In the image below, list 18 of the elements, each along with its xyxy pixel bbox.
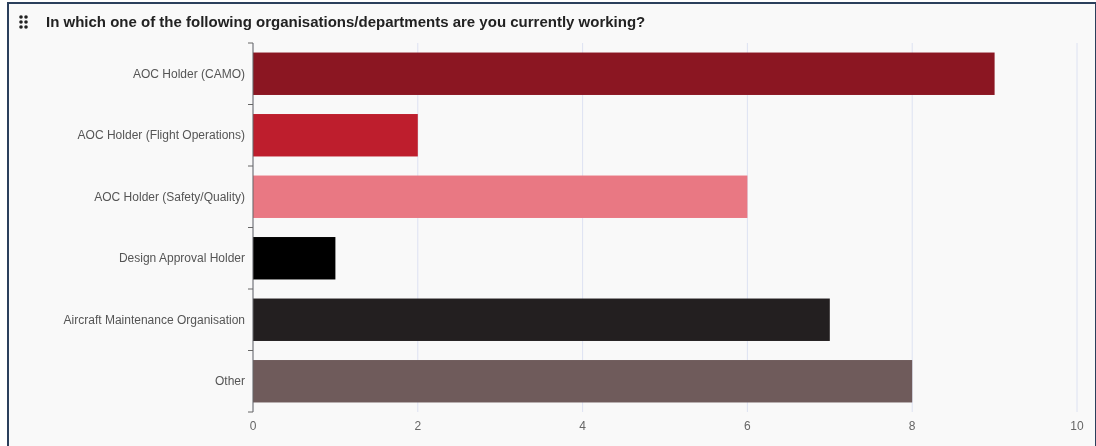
- chart-title: In which one of the following organisations/departments are you currently working?: [46, 13, 646, 30]
- bar: [253, 114, 418, 157]
- bar: [253, 52, 995, 95]
- x-tick-label: 0: [249, 419, 257, 433]
- y-tick-label: AOC Holder (CAMO): [132, 66, 245, 81]
- y-tick-label: Design Approval Holder: [118, 251, 245, 266]
- y-tick-label: Aircraft Maintenance Organisation: [63, 312, 245, 327]
- y-tick-label: AOC Holder (Flight Operations): [77, 128, 245, 143]
- y-tick-label: AOC Holder (Safety/Quality): [94, 189, 245, 204]
- x-tick-label: 10: [1070, 419, 1084, 433]
- bar: [253, 237, 336, 280]
- bar: [253, 175, 748, 218]
- x-tick-label: 8: [908, 419, 916, 433]
- y-tick-label: Other: [214, 374, 245, 389]
- x-tick-label: 4: [579, 419, 587, 433]
- x-tick-label: 6: [744, 419, 752, 433]
- x-tick-label: 2: [414, 419, 422, 433]
- bar: [253, 298, 830, 341]
